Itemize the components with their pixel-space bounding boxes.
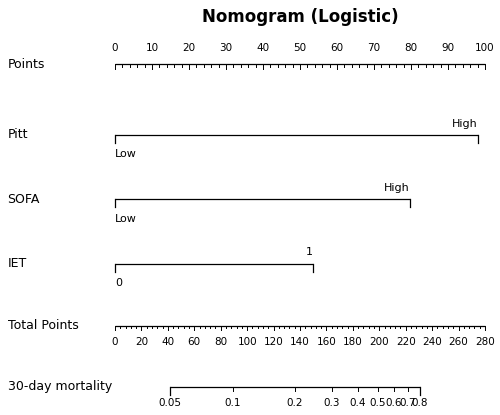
Text: 0.3: 0.3	[324, 398, 340, 408]
Text: 80: 80	[404, 43, 417, 53]
Text: 180: 180	[343, 337, 362, 347]
Text: 120: 120	[264, 337, 283, 347]
Text: 0: 0	[115, 278, 122, 288]
Text: 70: 70	[368, 43, 380, 53]
Text: 20: 20	[182, 43, 196, 53]
Text: Points: Points	[8, 58, 45, 71]
Text: Total Points: Total Points	[8, 319, 78, 332]
Text: 100: 100	[238, 337, 257, 347]
Text: 160: 160	[316, 337, 336, 347]
Text: Low: Low	[115, 149, 137, 159]
Text: 220: 220	[396, 337, 415, 347]
Text: 1: 1	[306, 247, 312, 257]
Text: 240: 240	[422, 337, 442, 347]
Text: 0.2: 0.2	[287, 398, 303, 408]
Text: High: High	[384, 183, 410, 193]
Text: High: High	[452, 119, 477, 129]
Text: 40: 40	[256, 43, 270, 53]
Text: 60: 60	[330, 43, 344, 53]
Text: 0.6: 0.6	[386, 398, 402, 408]
Text: Low: Low	[115, 214, 137, 224]
Text: 60: 60	[188, 337, 201, 347]
Text: 0: 0	[112, 43, 118, 53]
Text: 20: 20	[135, 337, 148, 347]
Text: 200: 200	[370, 337, 389, 347]
Text: 260: 260	[448, 337, 468, 347]
Text: 80: 80	[214, 337, 228, 347]
Text: IET: IET	[8, 257, 27, 270]
Text: 0.05: 0.05	[158, 398, 182, 408]
Text: 280: 280	[475, 337, 495, 347]
Text: 0.4: 0.4	[349, 398, 366, 408]
Text: 30: 30	[220, 43, 232, 53]
Text: 140: 140	[290, 337, 310, 347]
Text: 40: 40	[162, 337, 174, 347]
Text: 50: 50	[294, 43, 306, 53]
Text: 0.7: 0.7	[400, 398, 416, 408]
Text: 30-day mortality: 30-day mortality	[8, 380, 112, 393]
Text: 0.5: 0.5	[370, 398, 386, 408]
Text: Pitt: Pitt	[8, 128, 28, 142]
Text: 100: 100	[475, 43, 495, 53]
Text: SOFA: SOFA	[8, 193, 40, 206]
Text: Nomogram (Logistic): Nomogram (Logistic)	[202, 7, 398, 26]
Text: 90: 90	[442, 43, 454, 53]
Text: 0.8: 0.8	[412, 398, 428, 408]
Text: 0: 0	[112, 337, 118, 347]
Text: 10: 10	[146, 43, 158, 53]
Text: 0.1: 0.1	[224, 398, 241, 408]
